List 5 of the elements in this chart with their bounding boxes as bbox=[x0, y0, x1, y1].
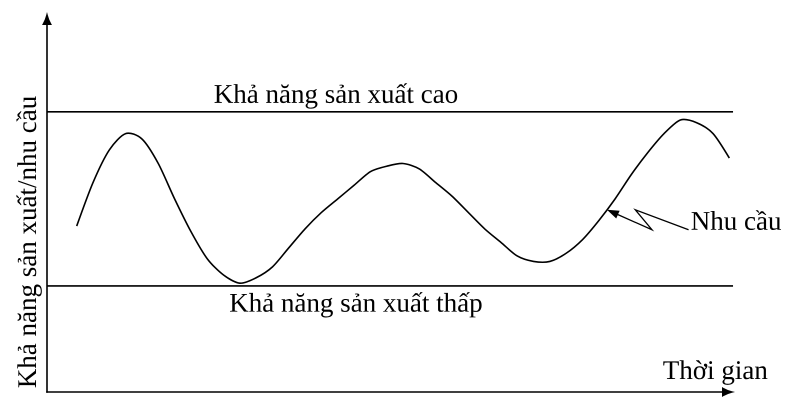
x-axis-title: Thời gian bbox=[663, 360, 768, 385]
legend-label: Nhu cầu bbox=[692, 210, 782, 230]
y-axis-title: Khả năng sản xuất/nhu cầu bbox=[16, 96, 42, 388]
ref-line-label: Khả năng sản xuất cao bbox=[214, 83, 458, 109]
ref-line-label: Khả năng sản xuất thấp bbox=[230, 292, 482, 318]
